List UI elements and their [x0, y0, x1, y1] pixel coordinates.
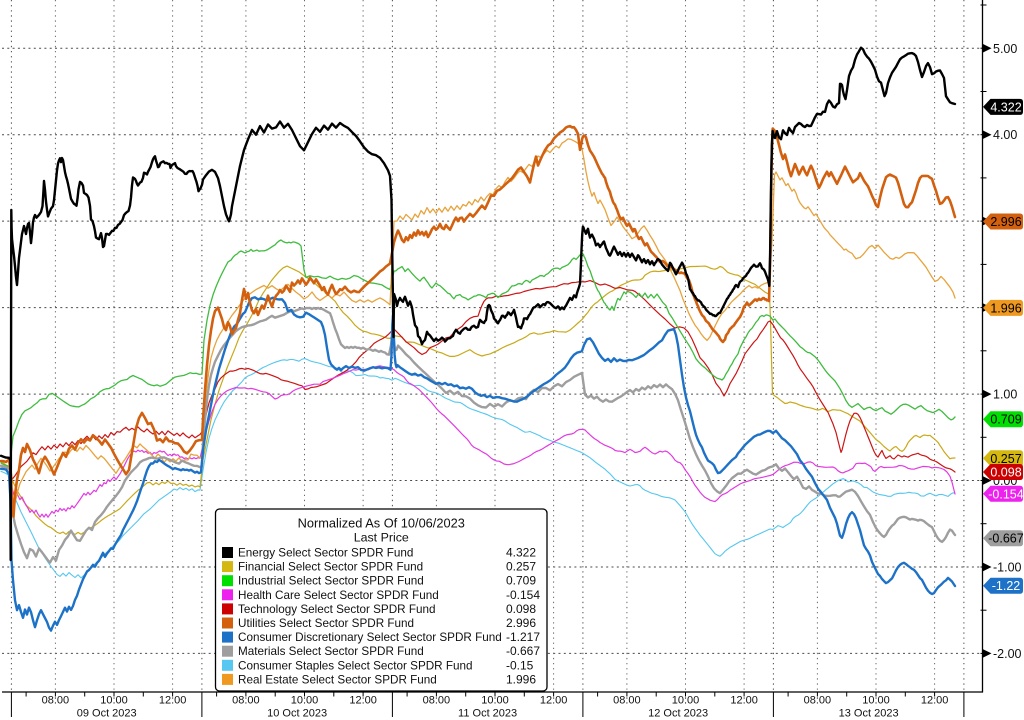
svg-text:Normalized As Of 10/06/2023: Normalized As Of 10/06/2023: [298, 516, 465, 531]
svg-text:Real Estate Select Sector SPDR: Real Estate Select Sector SPDR Fund: [238, 673, 437, 686]
svg-text:-1.00: -1.00: [993, 561, 1022, 575]
svg-text:-0.154: -0.154: [988, 487, 1023, 501]
svg-text:Energy Select Sector SPDR Fund: Energy Select Sector SPDR Fund: [238, 547, 413, 560]
svg-text:08:00: 08:00: [804, 695, 832, 707]
svg-text:08:00: 08:00: [423, 695, 451, 707]
svg-text:Technology Select Sector SPDR: Technology Select Sector SPDR Fund: [238, 603, 436, 616]
svg-text:13 Oct 2023: 13 Oct 2023: [839, 708, 899, 720]
svg-text:Materials Select Sector SPDR F: Materials Select Sector SPDR Fund: [238, 645, 424, 658]
svg-text:10 Oct 2023: 10 Oct 2023: [267, 708, 327, 720]
svg-text:4.322: 4.322: [506, 546, 536, 560]
svg-text:1.996: 1.996: [990, 301, 1021, 315]
svg-text:Consumer Discretionary Select: Consumer Discretionary Select Sector SPD…: [238, 631, 502, 644]
svg-text:-1.22: -1.22: [992, 579, 1021, 593]
svg-text:0.709: 0.709: [506, 574, 536, 588]
svg-text:0.098: 0.098: [506, 602, 536, 616]
svg-text:09 Oct 2023: 09 Oct 2023: [77, 708, 137, 720]
svg-text:12:00: 12:00: [730, 695, 758, 707]
svg-text:Last Price: Last Price: [354, 531, 409, 545]
svg-text:10:00: 10:00: [481, 695, 509, 707]
svg-text:12:00: 12:00: [159, 695, 187, 707]
svg-text:Health Care Select Sector SPDR: Health Care Select Sector SPDR Fund: [238, 589, 439, 602]
svg-text:4.00: 4.00: [993, 128, 1017, 142]
svg-text:11 Oct 2023: 11 Oct 2023: [458, 708, 517, 720]
svg-text:4.322: 4.322: [990, 100, 1021, 114]
svg-text:-0.154: -0.154: [506, 588, 540, 602]
svg-text:12:00: 12:00: [540, 695, 568, 707]
svg-text:1.996: 1.996: [506, 672, 536, 686]
svg-text:2.996: 2.996: [506, 616, 536, 630]
svg-text:12:00: 12:00: [349, 695, 377, 707]
svg-text:5.00: 5.00: [993, 42, 1017, 56]
svg-text:10:00: 10:00: [291, 695, 319, 707]
svg-text:0.257: 0.257: [990, 452, 1021, 466]
svg-text:10:00: 10:00: [100, 695, 128, 707]
svg-text:1.00: 1.00: [993, 388, 1017, 402]
svg-text:Industrial Select Sector SPDR: Industrial Select Sector SPDR Fund: [238, 575, 424, 588]
svg-text:08:00: 08:00: [232, 695, 260, 707]
svg-text:-2.00: -2.00: [993, 647, 1022, 661]
svg-text:-0.667: -0.667: [988, 532, 1023, 546]
svg-text:-1.217: -1.217: [506, 630, 540, 644]
svg-text:08:00: 08:00: [613, 695, 641, 707]
svg-text:-0.15: -0.15: [506, 658, 534, 672]
svg-text:Financial Select Sector SPDR F: Financial Select Sector SPDR Fund: [238, 561, 423, 574]
svg-text:12:00: 12:00: [921, 695, 949, 707]
svg-text:10:00: 10:00: [672, 695, 700, 707]
svg-text:10:00: 10:00: [862, 695, 890, 707]
svg-text:2.996: 2.996: [990, 215, 1021, 229]
svg-text:0.098: 0.098: [990, 466, 1021, 480]
svg-text:08:00: 08:00: [42, 695, 70, 707]
svg-text:-0.667: -0.667: [506, 644, 540, 658]
svg-text:12 Oct 2023: 12 Oct 2023: [648, 708, 708, 720]
svg-text:0.709: 0.709: [990, 413, 1021, 427]
svg-text:Consumer Staples Select Sector: Consumer Staples Select Sector SPDR Fund: [238, 659, 473, 672]
svg-text:Utilities Select Sector SPDR F: Utilities Select Sector SPDR Fund: [238, 617, 414, 630]
svg-text:0.257: 0.257: [506, 560, 536, 574]
